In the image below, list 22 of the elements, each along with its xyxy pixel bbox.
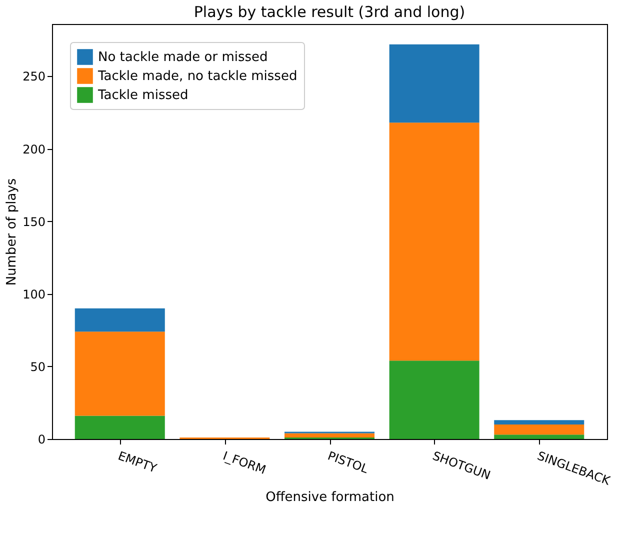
y-tick-label: 150 <box>22 214 46 229</box>
bar <box>74 416 165 439</box>
bar <box>389 122 480 361</box>
y-tick-label: 100 <box>22 287 46 302</box>
y-tick-label: 250 <box>22 70 46 84</box>
legend-label: No tackle made or missed <box>98 50 268 65</box>
y-tick-label: 200 <box>22 142 46 156</box>
y-tick-label: 50 <box>30 360 46 374</box>
legend-label: Tackle made, no tackle missed <box>97 69 298 84</box>
bar <box>389 44 480 123</box>
legend-label: Tackle missed <box>97 88 188 103</box>
bar <box>389 360 480 439</box>
x-axis-title: Offensive formation <box>266 490 394 505</box>
bar <box>494 420 584 424</box>
chart-title: Plays by tackle result (3rd and long) <box>194 3 466 21</box>
bar <box>494 424 584 435</box>
bar <box>74 332 165 416</box>
bar <box>284 433 374 438</box>
bar <box>494 434 584 439</box>
bar <box>74 308 165 332</box>
y-axis-title: Number of plays <box>4 178 20 286</box>
y-tick-label: 0 <box>38 432 46 446</box>
